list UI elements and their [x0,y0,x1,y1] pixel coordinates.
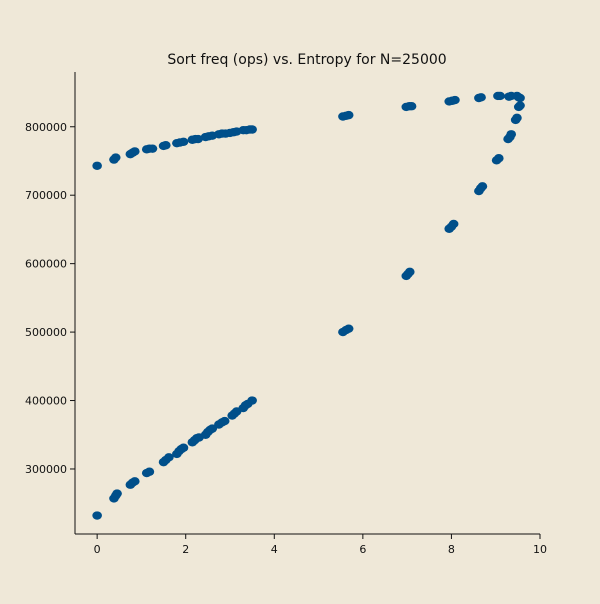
data-point [448,219,459,229]
data-point [129,477,140,486]
data-point [477,182,488,191]
data-point [147,144,158,153]
y-tick-label: 800000 [25,121,67,134]
data-point [512,113,522,123]
data-point [247,125,257,134]
data-point [129,147,140,156]
data-point [164,453,174,462]
data-point [92,161,102,170]
data-point [207,424,218,433]
data-point [193,134,203,144]
y-tick-label: 400000 [25,395,67,408]
x-tick-label: 6 [359,543,366,556]
y-tick-label: 700000 [25,189,67,202]
x-tick-label: 2 [182,543,189,556]
x-tick-label: 10 [533,543,547,556]
data-point [343,324,354,333]
y-tick-label: 600000 [25,258,67,271]
data-points [92,91,525,520]
y-tick-label: 500000 [25,326,67,339]
y-tick-label: 300000 [25,463,67,476]
data-point [219,416,230,426]
data-point [515,101,525,110]
axes: 0 2 4 6 8 10 300000 400000 500000 600000 700000 800… [25,72,547,556]
data-point [406,102,417,111]
data-point [476,93,486,102]
x-tick-label: 4 [271,543,278,556]
data-point [343,110,354,120]
data-point [494,154,504,163]
chart-title: Sort freq (ops) vs. Entropy for N=25000 [167,52,446,68]
data-point [178,443,189,452]
data-point [450,95,460,105]
x-tick-label: 8 [448,543,455,556]
data-point [112,489,122,498]
data-point [178,137,189,147]
x-tick-label: 0 [94,543,101,556]
data-point [110,153,121,162]
data-point [405,267,415,277]
data-point [92,511,102,520]
data-point [160,141,171,150]
data-point [495,91,505,101]
data-point [515,93,525,103]
data-point [144,467,155,476]
data-point [247,396,257,405]
data-point [506,130,517,139]
